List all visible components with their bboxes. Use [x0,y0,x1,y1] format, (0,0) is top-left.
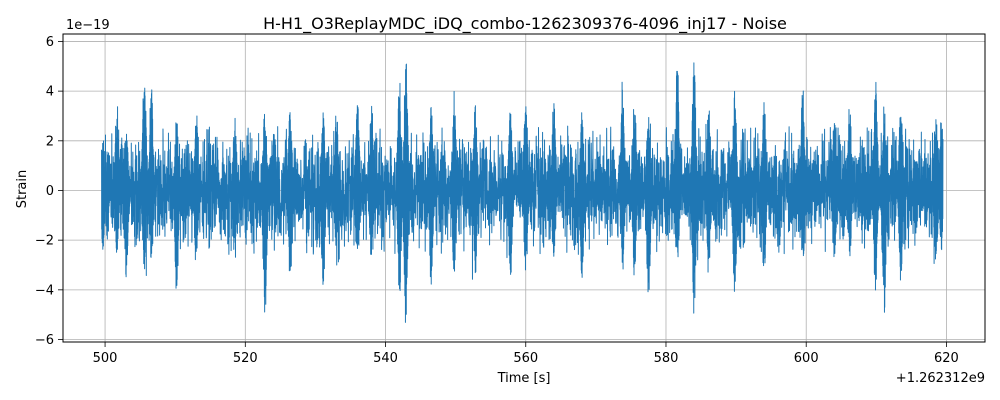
chart-title: H-H1_O3ReplayMDC_iDQ_combo-1262309376-40… [263,14,787,34]
x-tick-label: 560 [513,351,538,366]
series-group [101,62,944,323]
y-scale-label: 1e−19 [66,18,110,33]
y-axis-label: Strain [15,170,30,209]
y-axis: −6 −4 −2 0 2 4 6 [35,35,63,348]
x-tick-label: 500 [93,351,118,366]
x-tick-label: 580 [654,351,679,366]
y-tick-label: −2 [35,234,54,249]
x-tick-label: 540 [373,351,398,366]
y-tick-label: 2 [46,134,54,149]
plot-area [101,62,944,323]
x-offset-label: +1.262312e9 [896,371,985,386]
x-tick-label: 600 [794,351,819,366]
y-tick-label: 4 [46,85,54,100]
x-tick-label: 520 [233,351,258,366]
y-tick-label: 0 [46,184,54,199]
x-axis-label: Time [s] [497,371,551,386]
x-axis: 500 520 540 560 580 600 620 [93,342,959,366]
y-tick-label: 6 [46,35,54,50]
x-tick-label: 620 [934,351,959,366]
series-line [101,62,944,323]
plot-frame [62,33,986,343]
y-tick-label: −4 [35,283,54,298]
y-tick-label: −6 [35,333,54,348]
